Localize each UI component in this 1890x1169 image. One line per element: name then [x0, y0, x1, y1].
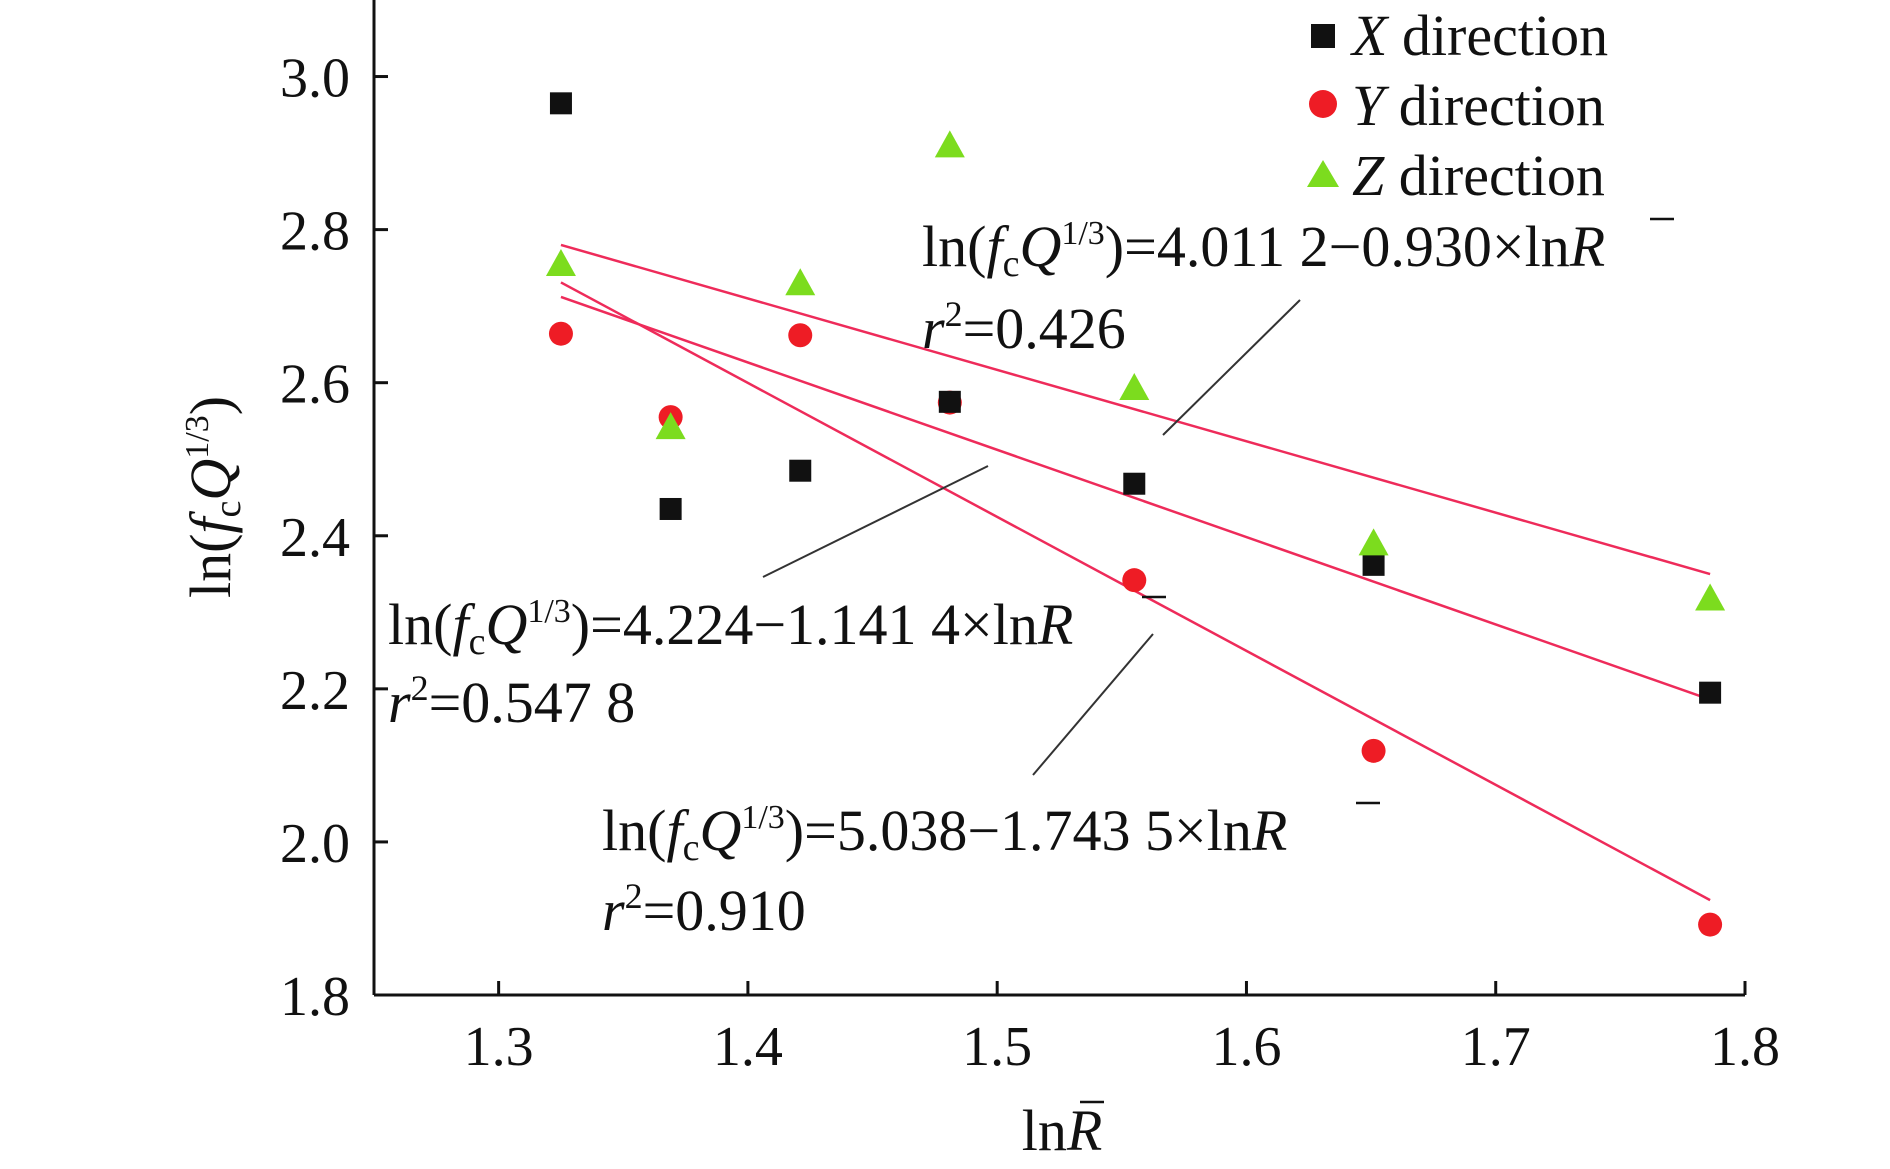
point-y-4 [1122, 568, 1147, 593]
data-points [545, 92, 1726, 937]
x-tick-label: 1.7 [1461, 1016, 1531, 1078]
legend-label-y: Y direction [1352, 73, 1605, 138]
point-z-5 [1358, 528, 1389, 556]
svg-text:ln(fcQ1/3)=4.224−1.141 4×lnR: ln(fcQ1/3)=4.224−1.141 4×lnR [388, 592, 1073, 663]
point-x-0 [549, 92, 572, 115]
point-y-5 [1361, 738, 1386, 763]
svg-text:ln(fcQ1/3)=5.038−1.743 5×lnR: ln(fcQ1/3)=5.038−1.743 5×lnR [602, 798, 1287, 869]
annotation-z-fit: ln(fcQ1/3)=4.011 2−0.930×lnR r2=0.426 [922, 214, 1674, 361]
fit-line-0 [560, 243, 1711, 576]
y-axis-title: ln(fcQ1/3) [178, 396, 249, 598]
point-x-3 [938, 390, 961, 413]
x-ticks: 1.3 1.4 1.5 1.6 1.7 1.8 [464, 981, 1780, 1078]
point-z-3 [934, 130, 965, 158]
y-tick-label: 2.6 [280, 354, 350, 416]
svg-text:r2=0.426: r2=0.426 [922, 294, 1126, 361]
point-x-6 [1699, 681, 1722, 704]
x-tick-label: 1.8 [1710, 1016, 1780, 1078]
svg-text:ln(fcQ1/3): ln(fcQ1/3) [178, 396, 249, 598]
y-tick-label: 2.2 [280, 660, 350, 722]
legend: X direction Y direction Z direction [1307, 3, 1608, 208]
y-ticks: 1.8 2.0 2.2 2.4 2.6 2.8 3.0 [280, 48, 388, 1028]
legend-marker-x [1311, 24, 1335, 48]
annotation-y-fit: ln(fcQ1/3)=5.038−1.743 5×lnR r2=0.910 [602, 798, 1380, 943]
legend-marker-y [1309, 90, 1337, 118]
leader-line-y [1032, 633, 1154, 776]
svg-text:ln(fcQ1/3)=4.011 2−0.930×lnR: ln(fcQ1/3)=4.011 2−0.930×lnR [922, 214, 1605, 285]
fit-line-1 [560, 295, 1711, 701]
x-axis-title: lnR [1022, 1098, 1103, 1163]
point-x-1 [659, 497, 682, 520]
point-z-4 [1119, 373, 1150, 401]
point-z-2 [785, 268, 816, 296]
point-x-4 [1123, 472, 1146, 495]
leader-line-x [762, 465, 989, 578]
y-tick-label: 2.8 [280, 201, 350, 263]
legend-label-z: Z direction [1352, 143, 1605, 208]
point-x-5 [1362, 553, 1385, 576]
point-y-0 [548, 321, 573, 346]
point-z-1 [655, 412, 686, 440]
y-tick-label: 3.0 [280, 48, 350, 110]
svg-text:r2=0.547 8: r2=0.547 8 [388, 668, 635, 735]
point-z-0 [545, 249, 576, 277]
point-y-6 [1698, 912, 1723, 937]
axes [372, 0, 1745, 997]
y-tick-label: 2.0 [280, 813, 350, 875]
legend-marker-z [1307, 160, 1339, 187]
point-x-2 [789, 459, 812, 482]
x-tick-label: 1.3 [464, 1016, 534, 1078]
leader-lines [762, 299, 1301, 776]
leader-line-z [1162, 299, 1301, 436]
x-tick-label: 1.5 [962, 1016, 1032, 1078]
legend-label-x: X direction [1350, 3, 1608, 68]
point-z-6 [1695, 583, 1726, 611]
x-tick-label: 1.4 [713, 1016, 783, 1078]
x-tick-label: 1.6 [1211, 1016, 1281, 1078]
annotation-x-fit: ln(fcQ1/3)=4.224−1.141 4×lnR r2=0.547 8 [388, 592, 1166, 735]
svg-text:r2=0.910: r2=0.910 [602, 876, 806, 943]
point-y-2 [788, 323, 813, 348]
y-tick-label: 1.8 [280, 966, 350, 1028]
y-tick-label: 2.4 [280, 507, 350, 569]
